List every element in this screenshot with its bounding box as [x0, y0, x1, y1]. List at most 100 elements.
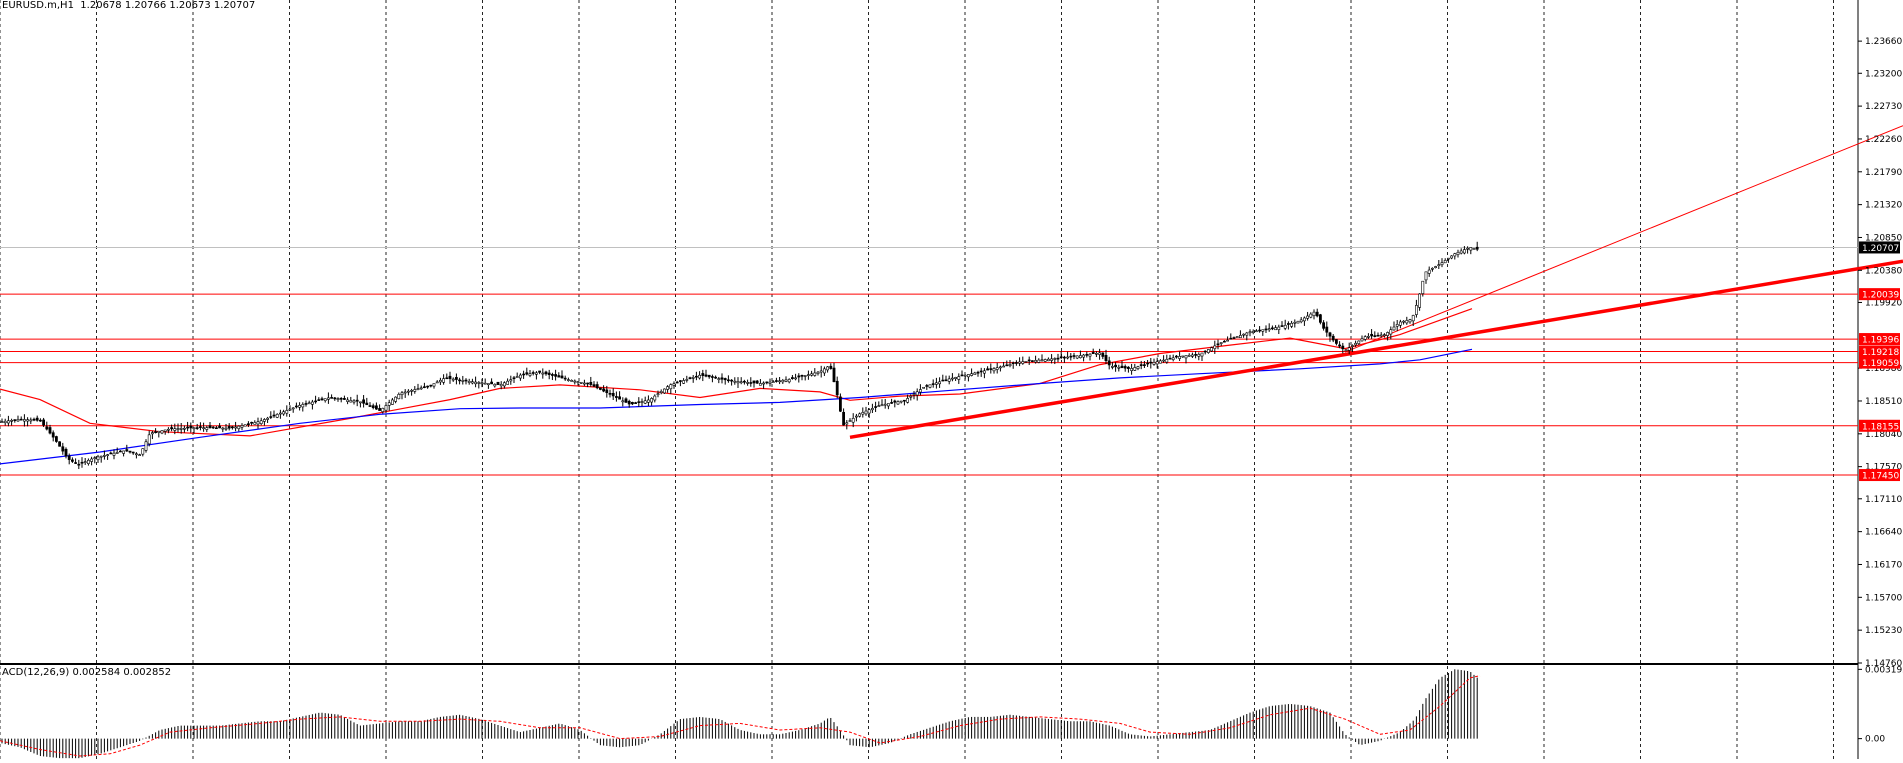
candle [275, 413, 279, 419]
candle-body [1411, 315, 1415, 322]
candle [566, 377, 570, 382]
candle [93, 456, 97, 464]
candle-body [1021, 361, 1025, 364]
candle [1178, 351, 1182, 361]
candle [845, 420, 849, 430]
candle [691, 375, 695, 383]
candle [739, 377, 743, 385]
candle [480, 378, 484, 388]
candle [358, 401, 362, 408]
candle [669, 383, 673, 395]
candle-body [691, 377, 695, 379]
candle [531, 370, 535, 376]
candle [1056, 353, 1060, 363]
trendline-thick[interactable] [849, 259, 1903, 440]
candle [646, 395, 650, 407]
price-axis[interactable]: 1.23660 1.23200 1.22730 1.22260 1.21790 1.213… [1858, 37, 1903, 745]
candle [1127, 366, 1130, 373]
candle-body [1005, 364, 1009, 367]
candle-body [800, 375, 804, 377]
candle [1063, 355, 1066, 363]
candle [515, 372, 519, 378]
candle-body [582, 382, 586, 385]
candle [1184, 355, 1188, 364]
candle-body [374, 405, 378, 410]
candle [438, 377, 442, 385]
candle [326, 392, 330, 404]
candle [682, 378, 686, 384]
candle [771, 380, 775, 383]
candle-body [38, 419, 42, 422]
candle-body [1277, 326, 1281, 330]
candle [221, 427, 225, 433]
price-tick-label: 1.15700 [1865, 593, 1902, 603]
candle-body [400, 392, 404, 396]
trendlines[interactable] [849, 125, 1903, 440]
candle [1389, 326, 1393, 340]
candle [810, 370, 814, 377]
candle-body [816, 371, 820, 374]
candle-body [1002, 365, 1006, 368]
candle [774, 377, 778, 383]
candle-body [803, 375, 807, 377]
candle-body [1226, 339, 1230, 342]
candle-body [330, 397, 334, 399]
candle-body [1075, 355, 1079, 359]
candle-body [925, 385, 929, 387]
candle [1130, 363, 1134, 375]
candle [1011, 361, 1015, 369]
level-tag [1859, 333, 1900, 346]
candle-body [237, 425, 241, 429]
candle [806, 370, 810, 380]
candle-body [1315, 311, 1319, 317]
candle [314, 395, 318, 404]
candle-body [528, 373, 532, 376]
candle-body [822, 368, 826, 374]
candle-body [93, 457, 97, 459]
candle-body [922, 386, 926, 389]
candle-body [752, 380, 756, 384]
price-tick-label: 1.20380 [1865, 266, 1902, 276]
candle [1219, 342, 1223, 346]
candle-body [1373, 335, 1377, 337]
candle [1226, 336, 1230, 342]
candle [1139, 360, 1143, 370]
candle-body [1059, 356, 1063, 359]
candle-body [1319, 314, 1322, 323]
candle-body [557, 375, 561, 378]
candle-body [1120, 365, 1124, 369]
candle [1014, 360, 1018, 366]
candle [547, 369, 551, 380]
candle-body [650, 398, 654, 403]
candle [1443, 258, 1447, 264]
candle-body [1219, 342, 1223, 344]
candle-body [646, 399, 650, 403]
candle-body [1299, 319, 1303, 323]
candle-body [1024, 360, 1028, 363]
candle-body [189, 425, 193, 429]
candle-body [125, 449, 129, 452]
candle [1251, 329, 1255, 335]
candle-body [262, 419, 266, 422]
candle [1312, 309, 1316, 320]
trendline-thin[interactable] [1344, 125, 1903, 353]
candle-body [1043, 359, 1047, 362]
candle [435, 380, 439, 384]
candle [144, 439, 148, 453]
candle-body [454, 377, 458, 380]
candle-body [714, 376, 718, 379]
candle-body [1014, 362, 1018, 364]
candle [554, 369, 558, 381]
candle [1319, 313, 1322, 325]
candle-body [682, 380, 686, 384]
candle [115, 447, 119, 454]
candle-body [320, 398, 324, 401]
candle [851, 413, 855, 428]
candle [608, 389, 612, 398]
price-tick-label: 1.17110 [1865, 495, 1902, 505]
candle [1146, 359, 1150, 368]
candle-body [784, 379, 788, 382]
candle-body [211, 426, 215, 429]
